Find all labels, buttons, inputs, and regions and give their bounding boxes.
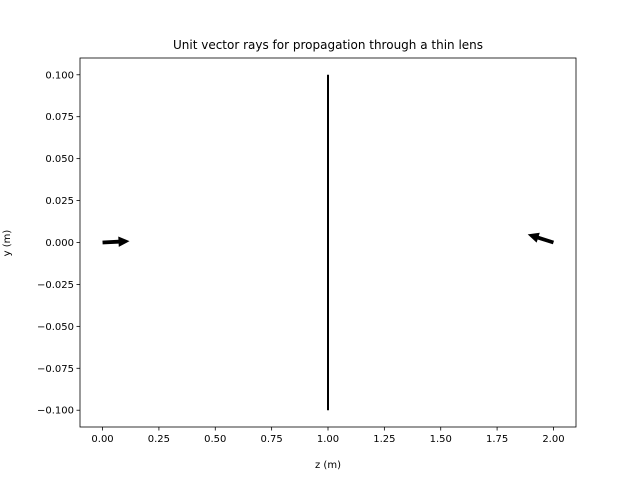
chart-title: Unit vector rays for propagation through… xyxy=(173,38,483,52)
y-axis: 0.100 0.075 0.050 0.025 0.000 −0.025 −0.050 −0.… xyxy=(37,70,80,417)
y-axis-label: y (m) xyxy=(2,230,13,257)
y-tick-label: −0.050 xyxy=(37,322,74,333)
y-tick-label: 0.025 xyxy=(45,196,74,207)
x-tick-label: 1.00 xyxy=(317,434,339,445)
x-tick-label: 0.00 xyxy=(91,434,113,445)
plot-content xyxy=(102,74,555,411)
ray-arrow-1 xyxy=(102,236,130,247)
y-tick-label: −0.025 xyxy=(37,280,74,291)
x-tick-label: 1.75 xyxy=(486,434,508,445)
y-tick-label: 0.050 xyxy=(45,154,74,165)
x-tick-label: 1.25 xyxy=(373,434,395,445)
y-tick-label: −0.075 xyxy=(37,364,74,375)
y-tick-label: −0.100 xyxy=(37,406,74,417)
x-tick-label: 0.75 xyxy=(261,434,283,445)
x-axis: 0.00 0.25 0.50 0.75 1.00 1.25 1.50 1.75 2.00 xyxy=(91,427,565,445)
x-tick-label: 0.25 xyxy=(148,434,170,445)
ray-arrow-2 xyxy=(527,232,555,245)
x-tick-label: 0.50 xyxy=(204,434,226,445)
y-tick-label: 0.100 xyxy=(45,70,74,81)
x-axis-label: z (m) xyxy=(315,460,341,471)
x-tick-label: 2.00 xyxy=(542,434,564,445)
x-tick-label: 1.50 xyxy=(430,434,452,445)
y-tick-label: 0.075 xyxy=(45,112,74,123)
y-tick-label: 0.000 xyxy=(45,238,74,249)
